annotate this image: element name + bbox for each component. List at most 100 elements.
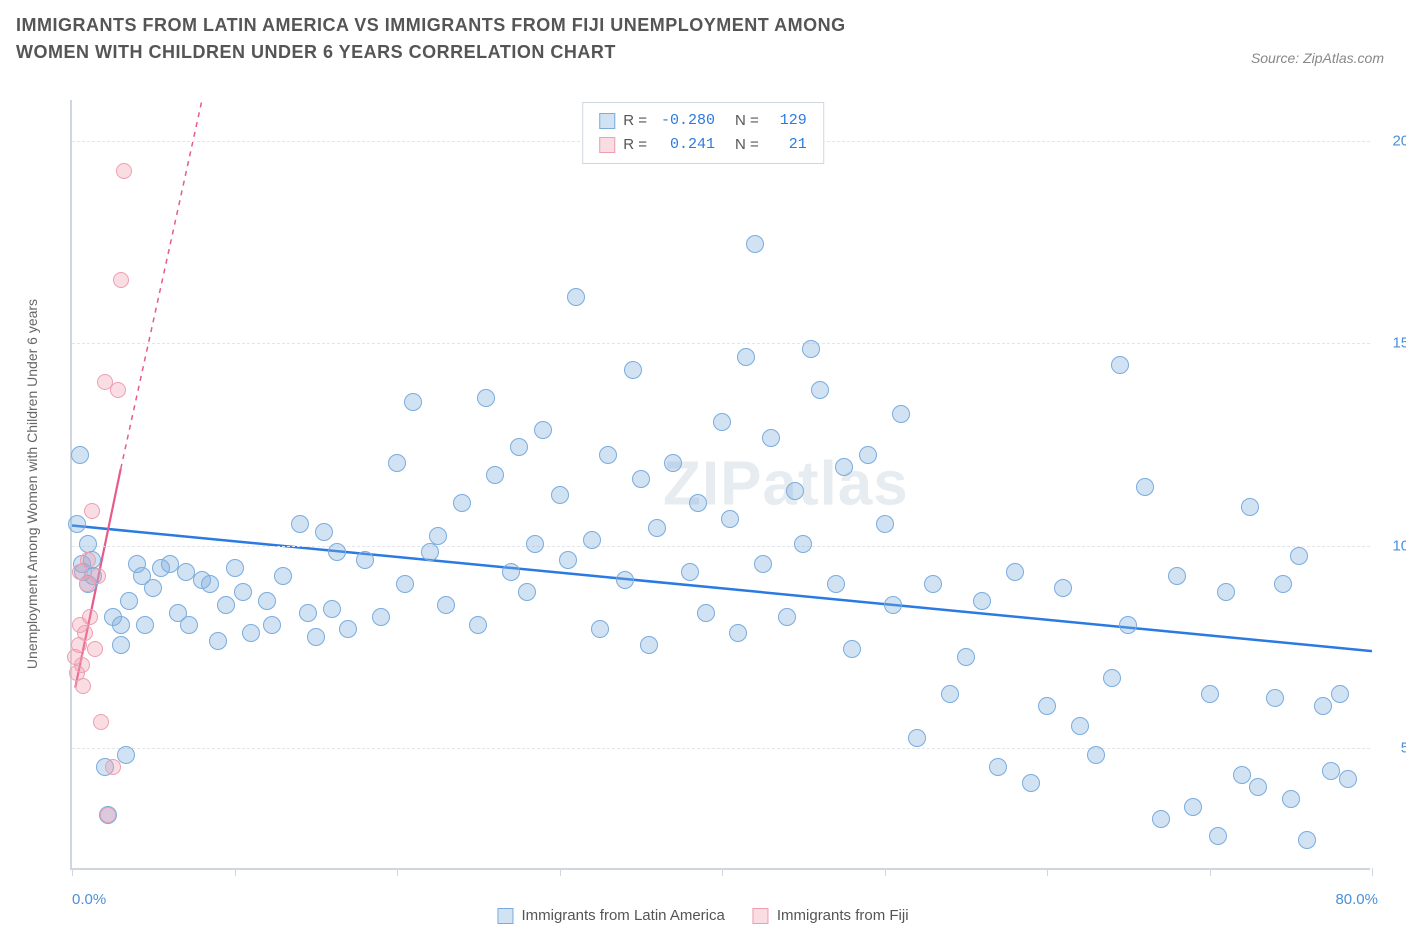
data-point: [1087, 746, 1105, 764]
data-point: [113, 272, 129, 288]
data-point: [811, 381, 829, 399]
data-point: [957, 648, 975, 666]
data-point: [746, 235, 764, 253]
data-point: [835, 458, 853, 476]
x-axis-max-label: 80.0%: [1335, 891, 1378, 908]
data-point: [323, 600, 341, 618]
data-point: [71, 446, 89, 464]
legend-row: R =-0.280N =129: [599, 109, 807, 133]
data-point: [388, 454, 406, 472]
data-point: [924, 575, 942, 593]
gridline: [72, 748, 1370, 749]
correlation-legend: R =-0.280N =129R = 0.241N = 21: [582, 102, 824, 164]
data-point: [908, 729, 926, 747]
data-point: [876, 515, 894, 533]
data-point: [307, 628, 325, 646]
series-legend: Immigrants from Latin AmericaImmigrants …: [497, 907, 908, 924]
r-value: 0.241: [655, 133, 715, 157]
data-point: [786, 482, 804, 500]
x-tick: [235, 868, 236, 876]
data-point: [1006, 563, 1024, 581]
data-point: [328, 543, 346, 561]
legend-label: Immigrants from Fiji: [777, 907, 909, 924]
data-point: [941, 685, 959, 703]
data-point: [973, 592, 991, 610]
data-point: [477, 389, 495, 407]
data-point: [1282, 790, 1300, 808]
data-point: [1136, 478, 1154, 496]
data-point: [120, 592, 138, 610]
data-point: [84, 503, 100, 519]
r-label: R =: [623, 109, 647, 133]
data-point: [583, 531, 601, 549]
data-point: [80, 552, 96, 568]
data-point: [291, 515, 309, 533]
data-point: [502, 563, 520, 581]
data-point: [689, 494, 707, 512]
data-point: [1152, 810, 1170, 828]
x-axis-min-label: 0.0%: [72, 891, 106, 908]
data-point: [100, 807, 116, 823]
x-tick: [560, 868, 561, 876]
data-point: [721, 510, 739, 528]
data-point: [68, 515, 86, 533]
data-point: [1022, 774, 1040, 792]
data-point: [713, 413, 731, 431]
data-point: [762, 429, 780, 447]
data-point: [1111, 356, 1129, 374]
data-point: [1119, 616, 1137, 634]
data-point: [116, 163, 132, 179]
data-point: [1038, 697, 1056, 715]
data-point: [209, 632, 227, 650]
x-tick: [722, 868, 723, 876]
x-tick: [397, 868, 398, 876]
data-point: [510, 438, 528, 456]
data-point: [1054, 579, 1072, 597]
data-point: [82, 609, 98, 625]
data-point: [1168, 567, 1186, 585]
data-point: [599, 446, 617, 464]
data-point: [90, 568, 106, 584]
data-point: [884, 596, 902, 614]
data-point: [640, 636, 658, 654]
data-point: [616, 571, 634, 589]
data-point: [1339, 770, 1357, 788]
x-tick: [1372, 868, 1373, 876]
y-axis-label: Unemployment Among Women with Children U…: [24, 299, 40, 669]
source-label: Source: ZipAtlas.com: [1251, 50, 1384, 66]
r-label: R =: [623, 133, 647, 157]
data-point: [1274, 575, 1292, 593]
data-point: [77, 625, 93, 641]
data-point: [396, 575, 414, 593]
n-label: N =: [735, 133, 759, 157]
data-point: [263, 616, 281, 634]
chart-title: IMMIGRANTS FROM LATIN AMERICA VS IMMIGRA…: [16, 12, 916, 66]
legend-swatch: [599, 113, 615, 129]
data-point: [892, 405, 910, 423]
data-point: [778, 608, 796, 626]
data-point: [74, 657, 90, 673]
data-point: [591, 620, 609, 638]
data-point: [534, 421, 552, 439]
n-value: 21: [767, 133, 807, 157]
r-value: -0.280: [655, 109, 715, 133]
data-point: [1290, 547, 1308, 565]
data-point: [117, 746, 135, 764]
data-point: [258, 592, 276, 610]
data-point: [551, 486, 569, 504]
data-point: [729, 624, 747, 642]
data-point: [274, 567, 292, 585]
data-point: [226, 559, 244, 577]
data-point: [87, 641, 103, 657]
x-tick: [1210, 868, 1211, 876]
n-label: N =: [735, 109, 759, 133]
data-point: [217, 596, 235, 614]
data-point: [1103, 669, 1121, 687]
data-point: [1266, 689, 1284, 707]
data-point: [112, 636, 130, 654]
data-point: [429, 527, 447, 545]
data-point: [526, 535, 544, 553]
data-point: [421, 543, 439, 561]
data-point: [1201, 685, 1219, 703]
data-point: [1314, 697, 1332, 715]
